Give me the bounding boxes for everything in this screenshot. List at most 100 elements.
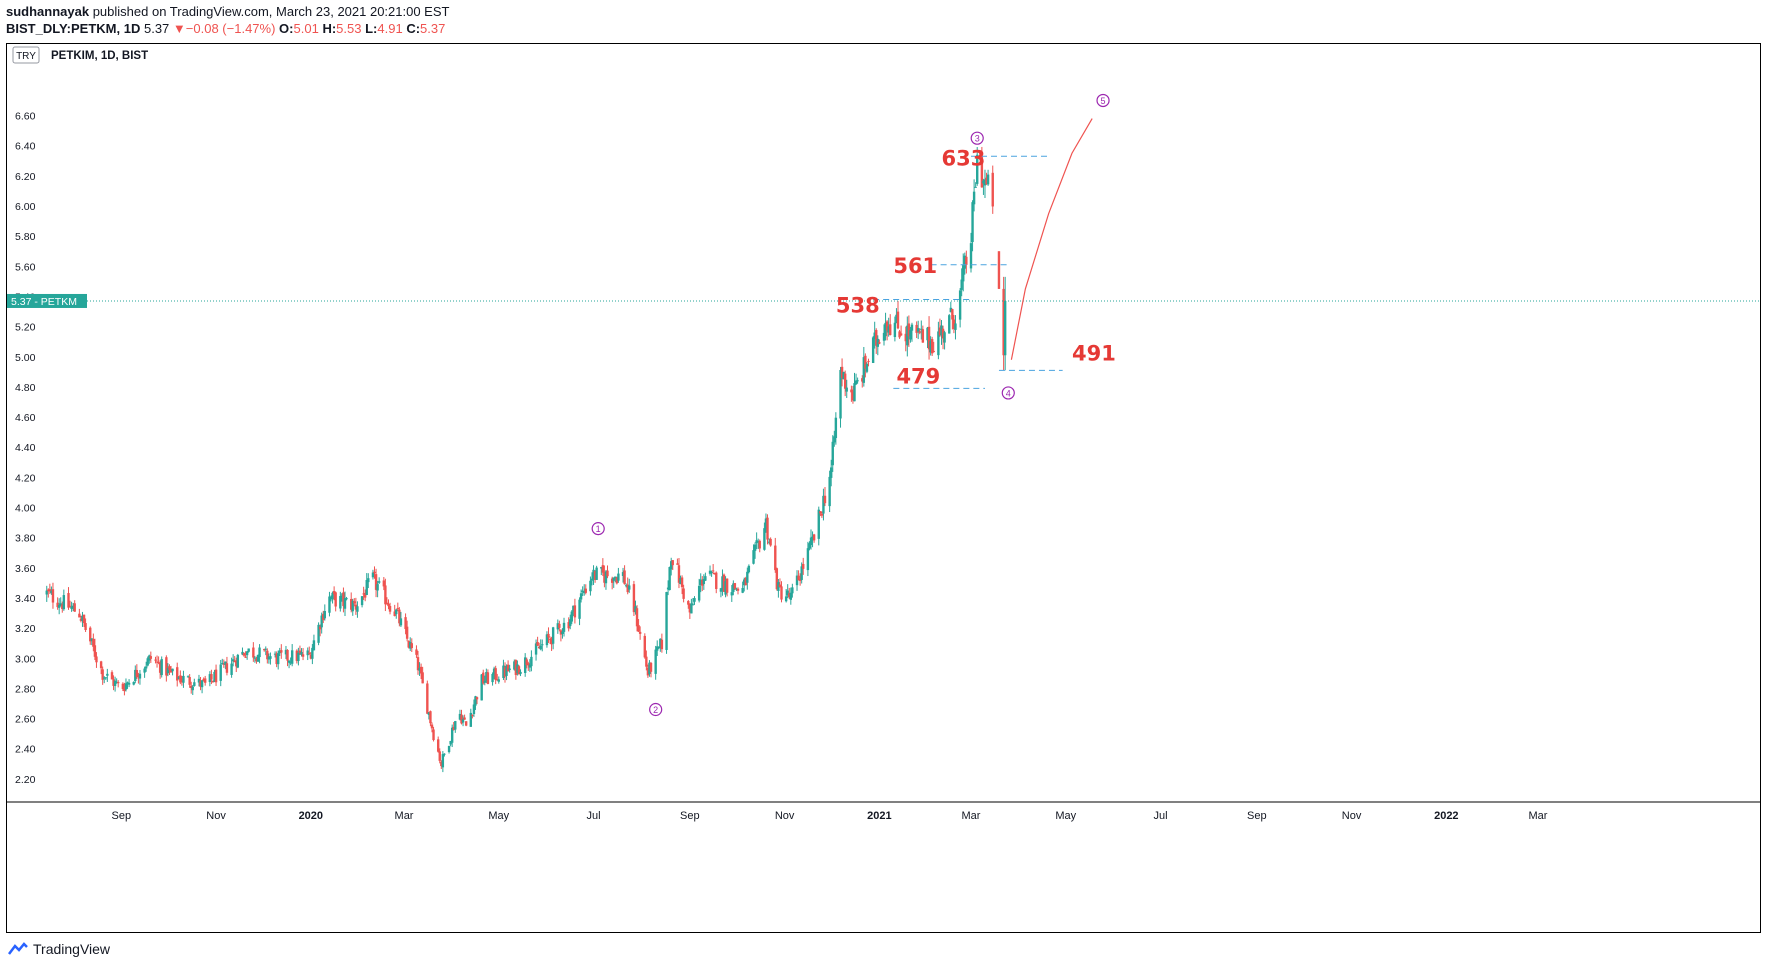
x-tick-label: Jul [1153,810,1167,822]
candle-body [871,337,875,363]
candle-body [601,565,605,573]
candle [646,664,650,678]
candle-body [539,645,542,650]
candle-body [873,332,876,339]
candle [182,670,185,688]
candle [732,580,735,596]
candle [823,487,827,507]
level-label: 561 [893,254,937,278]
candle-body [47,589,50,592]
candle-body [679,578,682,584]
candle-body [295,650,299,661]
candle [214,664,218,686]
candle [809,529,813,550]
candle [460,709,463,725]
candle [513,659,516,671]
candle [604,569,608,590]
wave-label: 3 [975,134,980,144]
chart-frame[interactable]: 6.606.406.206.005.805.605.405.205.004.80… [6,43,1761,933]
candle [295,649,299,664]
candle [405,620,409,642]
candle-body [168,666,171,671]
candle [834,412,838,445]
candle [68,600,72,608]
candle [1003,276,1007,371]
candle-body [82,614,86,624]
candle-body [517,666,521,675]
candle [624,583,628,588]
candle-body [419,666,423,674]
candle [654,645,657,680]
candle [309,651,313,660]
candle [755,532,758,550]
candle [711,564,715,575]
candle-body [458,713,462,720]
candle [306,647,309,661]
x-tick-label: Nov [1342,810,1362,822]
candle [665,591,668,654]
candle [940,320,943,345]
candle [617,567,620,583]
candle [797,570,800,581]
candle-body [725,578,729,593]
candle [907,315,911,347]
candle-body [867,360,870,362]
candle [741,581,744,594]
candle-body [732,583,735,592]
price-chart[interactable]: 6.606.406.206.005.805.605.405.205.004.80… [7,44,1760,932]
candle-body [682,588,685,599]
candle [432,726,435,742]
candle-body [373,571,376,574]
down-arrow-icon: ▼ [172,21,186,36]
candle [763,522,766,551]
candle [701,576,704,592]
candle [365,573,368,596]
candle [893,316,897,342]
candle [572,605,575,617]
candle [548,636,552,644]
candle-body [899,333,903,336]
candle-body [50,590,53,594]
candle-body [527,663,530,666]
candle-body [225,663,229,673]
candle [387,599,390,610]
candle [951,308,954,330]
candle-body [713,572,716,575]
candle [974,182,977,188]
candle [123,682,126,696]
y-tick-label: 3.80 [15,533,36,545]
candle-body [290,650,294,664]
candle-body [972,191,976,205]
y-tick-label: 2.60 [15,714,36,726]
footer-brand[interactable]: TradingView [8,941,110,957]
candle [550,636,553,651]
candle-body [438,751,441,761]
candle-body [909,330,912,340]
author-name[interactable]: sudhannayak [6,4,90,19]
candle-body [160,659,163,676]
candle [769,537,772,547]
candle-body [735,588,738,590]
candle-body [416,657,420,671]
candle-body [301,654,305,657]
candle-body [802,563,805,569]
y-tick-label: 3.60 [15,563,36,575]
projection-curve [1010,118,1093,360]
candle-body [817,509,820,539]
low-label: L: [365,21,378,36]
candle [508,664,511,673]
candle [930,336,934,356]
candle-body [932,350,935,352]
candle-body [654,649,657,674]
candle [840,358,844,387]
candle [693,596,696,605]
candle [670,557,673,576]
candle-body [997,251,1001,289]
candle-body [756,541,760,543]
candle-body [113,680,117,686]
candle-body [360,596,364,606]
candle-body [753,544,757,551]
candle [537,642,541,649]
candle [819,511,822,517]
candle-body [235,660,238,667]
